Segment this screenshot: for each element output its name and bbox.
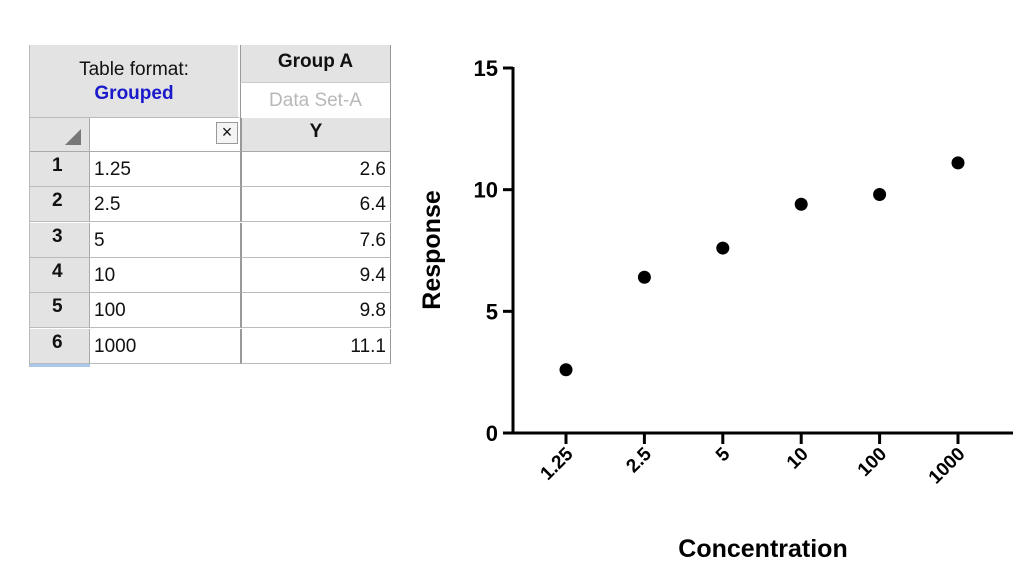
dataset-name-field[interactable]: Data Set-A [240,82,391,118]
x-tick-label: 5 [712,443,735,466]
data-point [716,241,730,255]
data-point [637,270,651,284]
data-table: Table format: Grouped Group A Data Set-A… [29,45,391,367]
x-value-cell[interactable]: 1.25 [90,152,240,187]
table-format-label: Table format: [79,59,189,80]
group-a-title[interactable]: Group A [240,45,391,82]
y-value-cell[interactable]: 9.4 [240,257,391,293]
y-axis-label: Response [418,190,446,310]
data-point [951,156,965,170]
y-value-cell[interactable]: 11.1 [240,328,391,364]
row-number[interactable]: 4 [30,257,90,293]
x-value-cell[interactable]: 10 [90,258,240,293]
x-tick-label: 10 [783,444,813,474]
x-value-cell[interactable]: 100 [90,293,240,329]
table-format-value: Grouped [94,83,174,104]
y-value-cell[interactable]: 6.4 [240,187,391,223]
data-point [794,197,808,211]
data-point [873,188,887,202]
x-value-cell[interactable]: 5 [90,223,240,258]
y-column-header[interactable]: Y [240,118,391,152]
clear-x-column-button[interactable]: × [216,122,238,144]
y-tick-label: 10 [474,178,498,203]
y-value-cell[interactable]: 2.6 [240,152,391,187]
row-number[interactable]: 5 [30,293,90,329]
x-tick-label: 100 [854,444,891,481]
y-tick-label: 5 [486,299,498,324]
y-value-cell[interactable]: 9.8 [240,293,391,329]
row-header-corner[interactable] [30,118,90,152]
new-row-indicator [30,364,90,367]
y-tick-label: 0 [486,421,498,446]
x-axis-label: Concentration [678,535,847,563]
x-tick-label: 1.25 [537,443,578,484]
x-value-cell[interactable]: 1000 [90,329,240,364]
row-number[interactable]: 2 [30,187,90,223]
corner-triangle-icon [65,129,81,145]
row-number[interactable]: 1 [30,152,90,187]
y-tick-label: 15 [474,56,498,81]
y-value-cell[interactable]: 7.6 [240,222,391,258]
table-format-header[interactable]: Table format: Grouped [30,45,240,118]
row-number[interactable]: 6 [30,328,90,364]
x-tick-label: 1000 [925,444,970,489]
x-column-header[interactable]: × [90,118,240,152]
data-point [559,363,573,377]
x-tick-label: 2.5 [622,443,656,477]
row-number[interactable]: 3 [30,222,90,258]
x-value-cell[interactable]: 2.5 [90,187,240,223]
